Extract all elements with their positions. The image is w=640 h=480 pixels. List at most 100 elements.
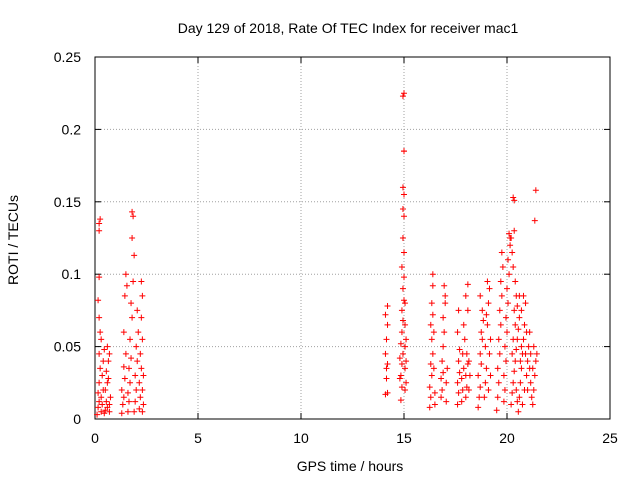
data-point xyxy=(438,394,445,401)
data-point xyxy=(129,235,136,241)
data-point xyxy=(513,346,520,353)
data-point xyxy=(478,360,485,367)
data-point xyxy=(464,307,471,314)
data-point xyxy=(125,365,132,372)
x-axis-label: GPS time / hours xyxy=(297,458,404,474)
data-point xyxy=(500,372,507,379)
data-point xyxy=(382,350,389,357)
data-point xyxy=(444,365,451,372)
data-point xyxy=(99,372,106,379)
data-point xyxy=(96,220,103,227)
data-point xyxy=(384,389,391,396)
data-point xyxy=(442,292,449,299)
data-point xyxy=(428,372,435,379)
y-tick-label: 0.1 xyxy=(62,266,82,282)
data-point xyxy=(96,398,103,405)
data-point xyxy=(138,278,145,285)
data-point xyxy=(431,389,438,396)
data-point xyxy=(427,360,434,367)
data-point xyxy=(127,379,134,386)
data-point xyxy=(496,350,503,357)
data-point xyxy=(125,398,132,405)
data-point xyxy=(505,300,512,307)
data-point xyxy=(429,350,436,357)
data-point xyxy=(526,329,533,336)
data-point xyxy=(397,340,404,347)
data-point xyxy=(96,274,103,281)
data-point xyxy=(496,307,503,314)
data-point xyxy=(402,321,409,328)
data-point xyxy=(505,256,512,263)
data-point xyxy=(104,343,111,350)
data-point xyxy=(103,368,110,375)
data-point xyxy=(96,379,103,386)
data-point xyxy=(483,365,490,372)
y-tick-label: 0.2 xyxy=(62,121,82,137)
data-point xyxy=(95,389,102,396)
data-point xyxy=(401,213,407,220)
data-point xyxy=(139,292,146,299)
data-point xyxy=(441,282,448,289)
data-point xyxy=(477,384,484,391)
data-point xyxy=(129,208,136,215)
data-point xyxy=(515,326,522,333)
x-tick-label: 15 xyxy=(396,430,412,446)
data-point xyxy=(101,346,108,353)
data-point xyxy=(532,187,539,194)
data-point xyxy=(120,329,127,336)
data-point xyxy=(132,398,139,405)
data-point xyxy=(531,217,538,224)
data-point xyxy=(482,379,489,386)
data-point xyxy=(495,336,502,343)
data-point xyxy=(401,297,407,304)
data-point xyxy=(118,410,125,417)
x-tick-label: 0 xyxy=(91,430,99,446)
data-point xyxy=(517,379,524,386)
data-point xyxy=(479,336,486,343)
data-point xyxy=(515,408,522,415)
data-point xyxy=(454,401,461,408)
data-point xyxy=(508,401,515,408)
data-point xyxy=(465,358,472,365)
data-point xyxy=(477,292,484,299)
data-point xyxy=(464,281,471,288)
data-point xyxy=(499,263,506,270)
data-point xyxy=(456,369,463,376)
y-tick-label: 0.05 xyxy=(54,339,81,355)
data-point xyxy=(397,372,404,379)
data-point xyxy=(454,379,461,386)
data-point xyxy=(402,387,409,394)
data-point xyxy=(464,360,471,367)
data-point xyxy=(440,369,447,376)
data-point xyxy=(121,292,128,299)
data-point xyxy=(458,398,465,405)
data-point xyxy=(501,343,508,350)
data-point xyxy=(97,216,104,223)
data-point xyxy=(462,292,469,299)
data-point xyxy=(397,397,404,404)
data-point xyxy=(401,274,407,281)
data-point xyxy=(510,194,517,201)
data-point xyxy=(132,372,139,379)
data-point xyxy=(403,358,410,365)
data-point xyxy=(384,303,391,310)
data-point xyxy=(100,358,107,365)
data-point xyxy=(477,350,484,357)
data-point xyxy=(398,384,405,391)
data-point xyxy=(121,375,128,382)
data-point xyxy=(431,401,438,408)
data-point xyxy=(138,365,145,372)
axis-ticks: 0 5 10 15 20 25 0 0.05 0.1 0.15 0.2 0.25 xyxy=(54,49,618,446)
data-point xyxy=(440,314,447,321)
data-point xyxy=(502,314,509,321)
data-point xyxy=(120,363,127,370)
data-point xyxy=(443,379,450,386)
data-point xyxy=(118,387,125,394)
data-point xyxy=(384,360,391,367)
data-point xyxy=(131,252,138,259)
data-point xyxy=(102,387,109,394)
data-point xyxy=(460,321,467,328)
data-point xyxy=(527,379,534,386)
data-point xyxy=(403,379,410,386)
data-point xyxy=(500,398,507,405)
